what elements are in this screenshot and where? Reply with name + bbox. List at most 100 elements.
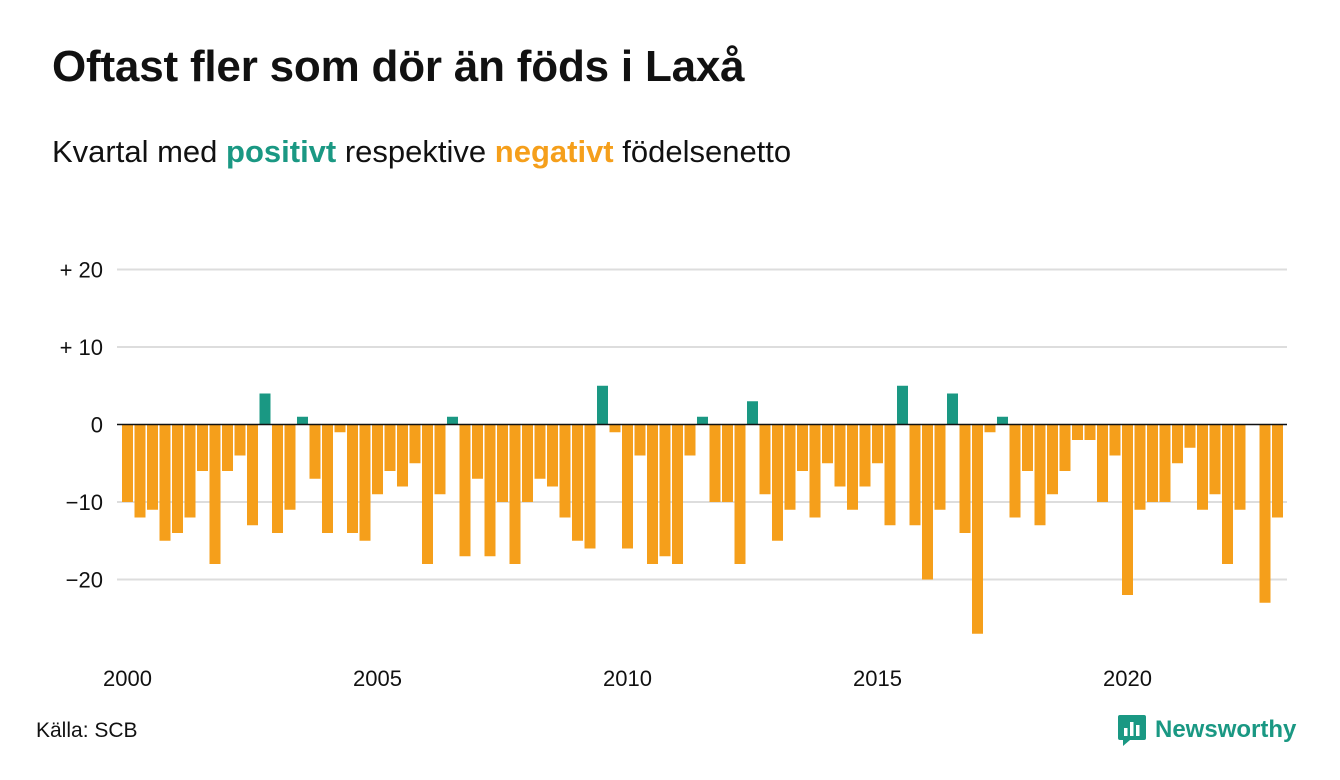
bar-negative	[284, 424, 296, 510]
bar-negative	[159, 424, 171, 541]
x-tick-label: 2005	[353, 666, 402, 691]
bar-negative	[1222, 424, 1233, 564]
bar-negative	[834, 424, 846, 487]
bar-negative	[684, 424, 696, 456]
bar-negative	[1147, 424, 1158, 502]
bar-negative	[184, 424, 196, 518]
bar-negative	[172, 424, 183, 533]
bar-positive	[947, 393, 958, 425]
bar-positive	[297, 416, 308, 425]
bar-negative	[884, 424, 896, 526]
bar-positive	[697, 416, 708, 425]
bar-negative	[872, 424, 883, 464]
y-tick-label: −20	[66, 568, 103, 593]
subtitle-positive-word: positivt	[226, 134, 337, 169]
newsworthy-logo: Newsworthy	[1117, 713, 1296, 747]
bar-negative	[1084, 424, 1096, 440]
bar-negative	[672, 424, 683, 564]
bar-negative	[1272, 424, 1283, 518]
bar-negative	[384, 424, 396, 471]
bar-negative	[322, 424, 333, 533]
bar-negative	[1034, 424, 1046, 526]
bar-negative	[609, 424, 621, 433]
bar-negative	[909, 424, 921, 526]
bar-negative	[547, 424, 558, 487]
bar-negative	[647, 424, 658, 564]
bar-negative	[1059, 424, 1071, 471]
bar-negative	[1172, 424, 1183, 464]
bar-negative	[784, 424, 796, 510]
bar-positive	[997, 416, 1008, 425]
bar-negative	[472, 424, 483, 479]
bar-negative	[1234, 424, 1246, 510]
bar-negative	[1022, 424, 1033, 471]
bar-negative	[759, 424, 771, 495]
bar-negative	[659, 424, 671, 557]
x-tick-label: 2020	[1103, 666, 1152, 691]
bar-positive	[597, 385, 608, 425]
bar-negative	[434, 424, 446, 495]
bar-negative	[972, 424, 983, 634]
bar-negative	[809, 424, 821, 518]
bar-negative	[772, 424, 783, 541]
bar-positive	[747, 401, 758, 425]
bar-negative	[522, 424, 533, 502]
bar-negative	[1197, 424, 1208, 510]
bar-negative	[922, 424, 933, 580]
bar-negative	[859, 424, 871, 487]
bar-negative	[234, 424, 246, 456]
y-tick-label: + 10	[60, 335, 103, 360]
bar-negative	[272, 424, 283, 533]
y-tick-label: −10	[66, 490, 103, 515]
subtitle-negative-word: negativt	[494, 134, 614, 169]
axis-labels: + 20 + 10 0 −10 −20 2000 2005 2010 2015 2020	[60, 258, 1152, 692]
y-tick-label: + 20	[60, 258, 103, 283]
chart-subtitle: Kvartal med positivt respektive negativt…	[52, 134, 791, 170]
bar-negative	[309, 424, 321, 479]
bar-negative	[222, 424, 233, 471]
bars	[122, 385, 1283, 634]
gridlines	[117, 268, 1287, 581]
x-tick-label: 2000	[103, 666, 152, 691]
bar-negative	[509, 424, 521, 564]
bar-negative	[334, 424, 346, 433]
bar-negative	[959, 424, 971, 533]
bar-negative	[484, 424, 496, 557]
bar-negative	[797, 424, 808, 471]
subtitle-text-1: Kvartal med	[52, 134, 227, 169]
bar-negative	[197, 424, 208, 471]
bar-negative	[1009, 424, 1021, 518]
bar-negative	[584, 424, 596, 549]
bar-negative	[459, 424, 471, 557]
source-note: Källa: SCB	[36, 719, 138, 742]
bar-negative	[1109, 424, 1121, 456]
bar-negative	[1159, 424, 1171, 502]
bar-negative	[372, 424, 383, 495]
bar-positive	[447, 416, 458, 425]
bar-negative	[122, 424, 133, 502]
bar-negative	[209, 424, 221, 564]
bar-negative	[534, 424, 546, 479]
bar-negative	[634, 424, 646, 456]
bar-negative	[709, 424, 721, 502]
bar-negative	[934, 424, 946, 510]
bar-negative	[134, 424, 146, 518]
bar-negative	[559, 424, 571, 518]
bar-negative	[822, 424, 833, 464]
bar-negative	[984, 424, 996, 433]
bar-negative	[1072, 424, 1083, 440]
bar-negative	[1134, 424, 1146, 510]
bar-negative	[147, 424, 158, 510]
subtitle-text-3: födelsenetto	[613, 134, 792, 169]
bar-negative	[397, 424, 408, 487]
chart-title: Oftast fler som dör än föds i Laxå	[52, 42, 745, 91]
bar-negative	[1097, 424, 1108, 502]
newsworthy-logo-icon	[1118, 715, 1146, 746]
bar-negative	[572, 424, 583, 541]
bar-negative	[622, 424, 633, 549]
bar-negative	[847, 424, 858, 510]
bar-negative	[347, 424, 358, 533]
subtitle-text-2: respektive	[336, 134, 495, 169]
bar-negative	[497, 424, 508, 502]
